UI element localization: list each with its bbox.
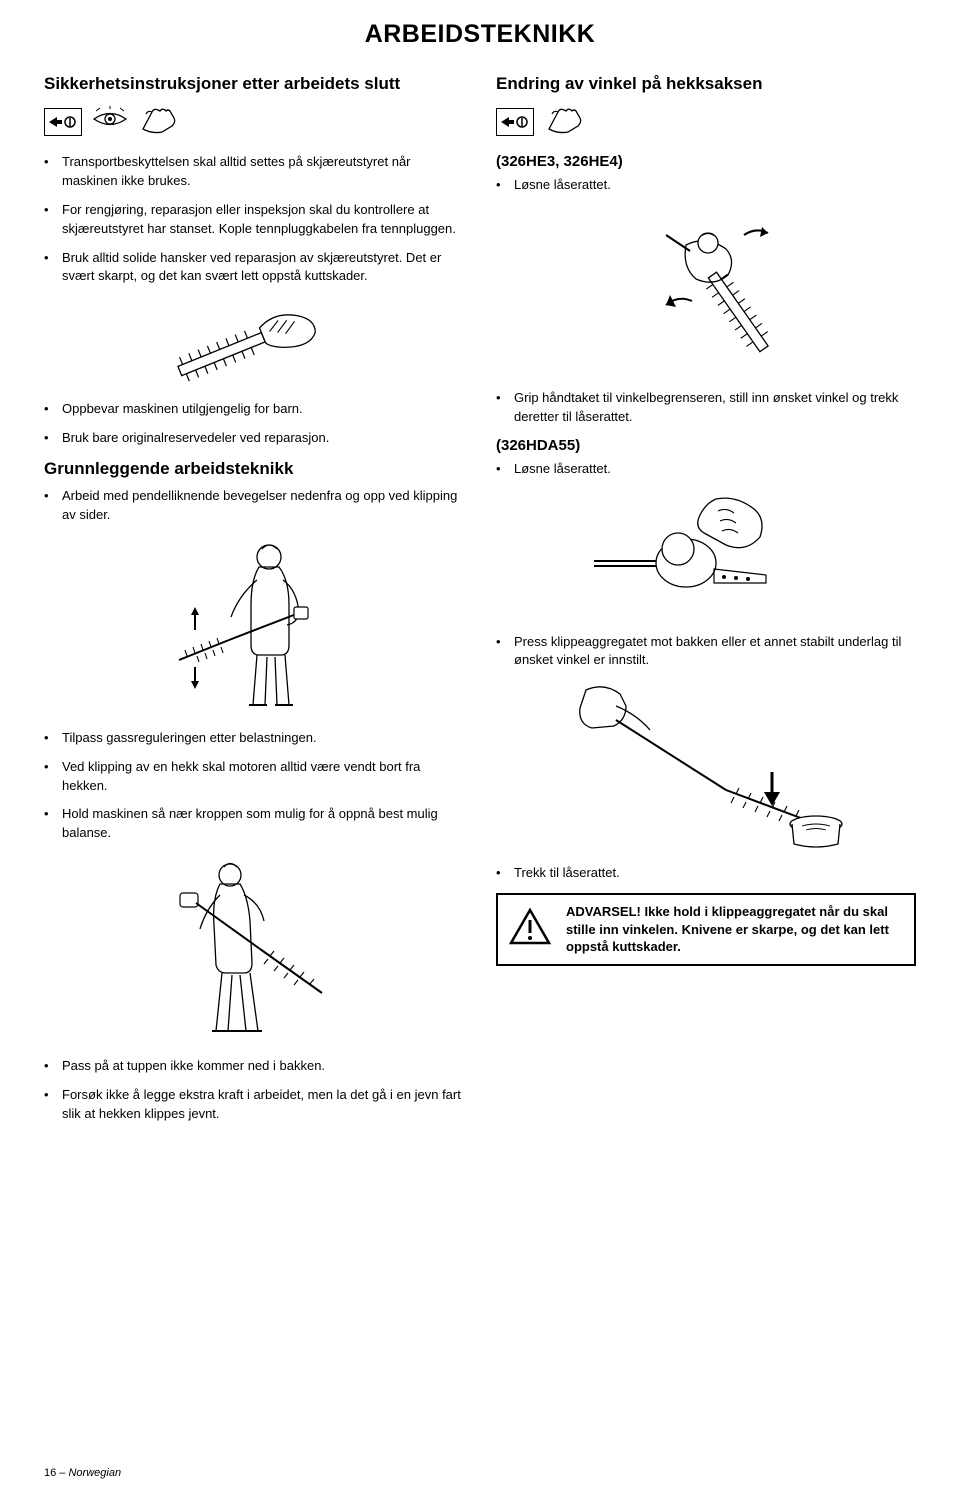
page-num-lang: Norwegian <box>68 1467 121 1479</box>
glove-icon <box>544 104 584 139</box>
list-storage: Oppbevar maskinen utilgjengelig for barn… <box>44 400 464 448</box>
list-item: Transportbeskyttelsen skal alltid settes… <box>44 153 464 191</box>
figure-glove-blade <box>44 296 464 386</box>
list-basic-1: Arbeid med pendelliknende bevegelser ned… <box>44 487 464 525</box>
figure-press-ground <box>496 680 916 850</box>
heading-basic: Grunnleggende arbeidsteknikk <box>44 458 464 479</box>
page-title: ARBEIDSTEKNIKK <box>44 20 916 49</box>
right-column: Endring av vinkel på hekksaksen ( <box>496 73 916 1134</box>
figure-person-balance <box>44 853 464 1043</box>
list-item: Press klippeaggregatet mot bakken eller … <box>496 633 916 671</box>
list-item: Løsne låserattet. <box>496 460 916 479</box>
list-model-b-2: Press klippeaggregatet mot bakken eller … <box>496 633 916 671</box>
page-num-value: 16 <box>44 1467 56 1479</box>
icon-row-angle <box>496 104 916 139</box>
heading-safety: Sikkerhetsinstruksjoner etter arbeidets … <box>44 73 464 94</box>
list-item: Grip håndtaket til vinkelbegrenseren, st… <box>496 389 916 427</box>
list-item: Arbeid med pendelliknende bevegelser ned… <box>44 487 464 525</box>
list-model-b-1: Løsne låserattet. <box>496 460 916 479</box>
list-item: Pass på at tuppen ikke kommer ned i bakk… <box>44 1057 464 1076</box>
page-num-sep: – <box>56 1467 68 1479</box>
switch-arrow-icon <box>496 108 534 136</box>
heading-angle: Endring av vinkel på hekksaksen <box>496 73 916 94</box>
list-item: Bruk bare originalreservedeler ved repar… <box>44 429 464 448</box>
list-item: Løsne låserattet. <box>496 176 916 195</box>
glove-icon <box>138 104 178 139</box>
figure-loosen-knob <box>496 489 916 619</box>
figure-person-side-trim <box>44 535 464 715</box>
list-item: Ved klipping av en hekk skal motoren all… <box>44 758 464 796</box>
warning-box: ADVARSEL! Ikke hold i klippeaggregatet n… <box>496 893 916 966</box>
model-a-label: (326HE3, 326HE4) <box>496 153 916 170</box>
switch-arrow-icon <box>44 108 82 136</box>
list-safety: Transportbeskyttelsen skal alltid settes… <box>44 153 464 286</box>
warning-text: ADVARSEL! Ikke hold i klippeaggregatet n… <box>566 903 904 956</box>
page-number: 16 – Norwegian <box>44 1467 121 1479</box>
model-b-label: (326HDA55) <box>496 437 916 454</box>
list-model-b-3: Trekk til låserattet. <box>496 864 916 883</box>
left-column: Sikkerhetsinstruksjoner etter arbeidets … <box>44 73 464 1134</box>
list-item: Bruk alltid solide hansker ved reparasjo… <box>44 249 464 287</box>
list-item: Hold maskinen så nær kroppen som mulig f… <box>44 805 464 843</box>
list-item: Forsøk ikke å legge ekstra kraft i arbei… <box>44 1086 464 1124</box>
list-item: Trekk til låserattet. <box>496 864 916 883</box>
list-basic-3: Pass på at tuppen ikke kommer ned i bakk… <box>44 1057 464 1124</box>
list-item: Tilpass gassreguleringen etter belastnin… <box>44 729 464 748</box>
eye-icon <box>92 106 128 137</box>
warning-triangle-icon <box>508 907 552 952</box>
figure-angle-adjust-a <box>496 205 916 375</box>
icon-row-safety <box>44 104 464 139</box>
list-model-a-1: Løsne låserattet. <box>496 176 916 195</box>
list-model-a-2: Grip håndtaket til vinkelbegrenseren, st… <box>496 389 916 427</box>
list-basic-2: Tilpass gassreguleringen etter belastnin… <box>44 729 464 843</box>
list-item: Oppbevar maskinen utilgjengelig for barn… <box>44 400 464 419</box>
list-item: For rengjøring, reparasjon eller inspeks… <box>44 201 464 239</box>
